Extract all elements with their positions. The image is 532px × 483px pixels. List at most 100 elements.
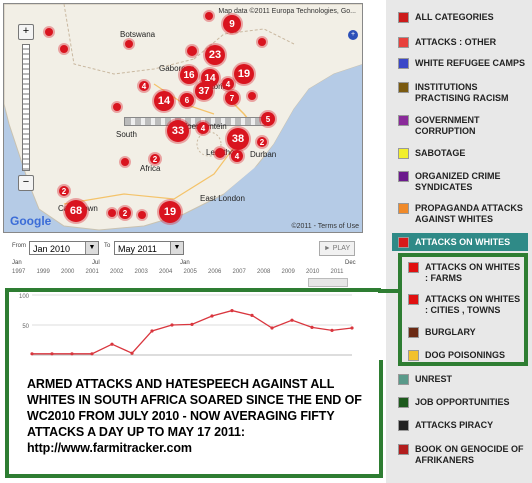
data-point[interactable] <box>190 322 194 326</box>
map-cluster-marker[interactable]: 4 <box>139 81 149 91</box>
ruler-year-label: 2001 <box>85 269 99 275</box>
map-cluster-marker[interactable]: 6 <box>180 93 194 107</box>
map-cluster-marker[interactable]: 7 <box>225 91 239 105</box>
map-view[interactable]: BotswanaGaboronePretoriaSouthAfricaLesot… <box>3 3 363 233</box>
map-cluster-marker[interactable] <box>138 211 146 219</box>
category-label: DOG POISONINGS <box>425 350 506 360</box>
map-data-credit: Map data ©2011 Europa Technologies, Go..… <box>218 8 356 15</box>
map-cluster-marker[interactable] <box>113 103 121 111</box>
play-label: PLAY <box>332 245 351 252</box>
map-cluster-marker[interactable]: 4 <box>231 150 243 162</box>
map-cluster-marker[interactable] <box>215 148 225 158</box>
map-cluster-marker[interactable] <box>45 28 53 36</box>
category-swatch <box>408 327 419 338</box>
data-point[interactable] <box>130 351 134 355</box>
data-point[interactable] <box>310 325 314 329</box>
map-cluster-marker[interactable]: 19 <box>159 201 181 223</box>
ruler-mid2: Jan <box>180 260 190 266</box>
map-cluster-marker[interactable] <box>248 92 256 100</box>
map-place-label: South <box>116 130 137 139</box>
ruler-year-label: 2000 <box>61 269 75 275</box>
data-point[interactable] <box>210 314 214 318</box>
map-cluster-marker[interactable]: 19 <box>234 64 254 84</box>
ruler-year-label: 2007 <box>232 269 246 275</box>
map-cluster-marker[interactable]: 38 <box>227 128 249 150</box>
category-swatch <box>398 237 409 248</box>
map-cluster-marker[interactable] <box>108 209 116 217</box>
y-tick-label: 100 <box>19 294 30 300</box>
data-point[interactable] <box>170 323 174 327</box>
zoom-in-button[interactable]: + <box>18 24 34 40</box>
map-cluster-marker[interactable]: 14 <box>154 91 174 111</box>
map-cluster-marker[interactable]: 4 <box>222 78 234 90</box>
category-swatch <box>398 12 409 23</box>
map-cluster-marker[interactable]: 16 <box>180 66 198 84</box>
data-point[interactable] <box>110 342 114 346</box>
map-cluster-marker[interactable]: 33 <box>167 120 189 142</box>
data-point[interactable] <box>250 313 254 317</box>
data-point[interactable] <box>90 352 94 356</box>
zoom-out-button[interactable]: − <box>18 175 34 191</box>
map-cluster-marker[interactable]: 2 <box>59 186 69 196</box>
ruler-end: Dec <box>345 260 356 266</box>
ruler-start: Jan <box>12 260 22 266</box>
data-point[interactable] <box>270 326 274 330</box>
map-cluster-marker[interactable] <box>205 12 213 20</box>
category-label: ATTACKS ON WHITES : FARMS <box>425 262 521 283</box>
from-select[interactable]: Jan 2010 ▼ <box>29 241 99 255</box>
timeline-controls: From Jan 2010 ▼ To May 2011 ▼ ► PLAY Jan… <box>12 238 356 288</box>
timeline-ruler[interactable]: Jan Jul Jan Dec 1997 1999 2000 2001 2002 2003… <box>12 260 356 288</box>
map-cluster-marker[interactable]: 37 <box>195 82 213 100</box>
category-swatch <box>398 115 409 126</box>
chart-svg: 50100Jan 2010Mar 2010May 2010Jul 2010Sep… <box>19 294 364 367</box>
to-select[interactable]: May 2011 ▼ <box>114 241 184 255</box>
play-button[interactable]: ► PLAY <box>319 241 355 256</box>
data-point[interactable] <box>70 352 74 356</box>
y-tick-label: 50 <box>22 324 29 330</box>
map-cluster-marker[interactable] <box>258 38 266 46</box>
ruler-year-label: 2010 <box>306 269 320 275</box>
zoom-slider[interactable] <box>22 44 30 171</box>
ruler-year-label: 2006 <box>208 269 222 275</box>
map-cluster-marker[interactable]: 2 <box>150 154 160 164</box>
map-cluster-marker[interactable]: 23 <box>205 45 225 65</box>
data-point[interactable] <box>230 309 234 313</box>
map-cluster-marker[interactable]: 68 <box>65 200 87 222</box>
map-cluster-marker[interactable]: 2 <box>119 207 131 219</box>
to-label: To <box>104 243 111 249</box>
data-point[interactable] <box>50 352 54 356</box>
data-point[interactable] <box>150 329 154 333</box>
map-terms-link[interactable]: ©2011 - Terms of Use <box>291 223 359 230</box>
map-place-label: Gaborone <box>159 64 195 73</box>
category-swatch <box>408 262 419 273</box>
map-cluster-marker[interactable]: 2 <box>257 137 267 147</box>
data-point[interactable] <box>290 318 294 322</box>
map-cluster-marker[interactable] <box>125 40 133 48</box>
category-label: SABOTAGE <box>415 148 466 158</box>
category-swatch <box>408 350 419 361</box>
map-cluster-marker[interactable]: 9 <box>223 15 241 33</box>
map-cluster-marker[interactable] <box>187 46 197 56</box>
category-label: ORGANIZED CRIME SYNDICATES <box>415 171 501 192</box>
category-swatch <box>398 420 409 431</box>
map-cluster-marker[interactable] <box>60 45 68 53</box>
category-swatch <box>398 58 409 69</box>
chevron-down-icon: ▼ <box>85 242 98 254</box>
to-value: May 2011 <box>118 244 157 254</box>
data-point[interactable] <box>350 326 354 330</box>
category-swatch <box>398 37 409 48</box>
category-swatch <box>398 203 409 214</box>
map-add-icon[interactable]: + <box>348 30 358 40</box>
category-label: UNREST <box>415 374 453 384</box>
map-cluster-marker[interactable] <box>121 158 129 166</box>
map-cluster-marker[interactable]: 4 <box>197 122 209 134</box>
zoom-control[interactable]: + − <box>12 24 40 193</box>
timeline-range-handle[interactable] <box>308 278 348 287</box>
data-point[interactable] <box>30 352 34 356</box>
category-label: ATTACKS : OTHER <box>415 37 497 47</box>
map-cluster-marker[interactable]: 5 <box>261 112 275 126</box>
data-point[interactable] <box>330 328 334 332</box>
ruler-year-label: 2005 <box>183 269 197 275</box>
google-logo: Google <box>10 214 52 228</box>
category-label: ATTACKS ON WHITES <box>415 237 511 247</box>
